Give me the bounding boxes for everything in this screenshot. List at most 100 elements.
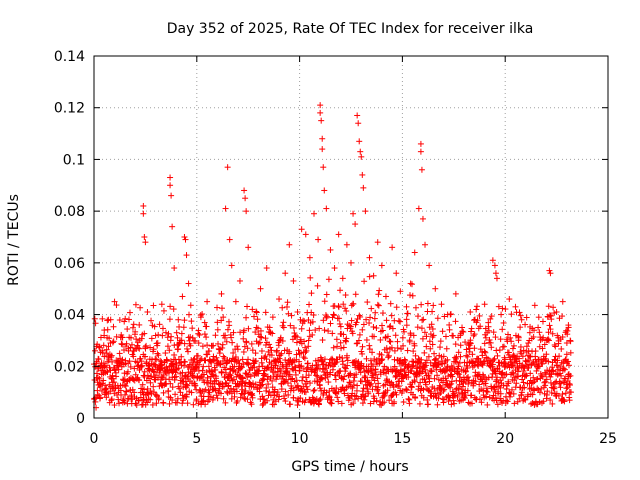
roti-point <box>99 315 106 322</box>
roti-point <box>223 338 230 345</box>
roti-point <box>255 340 262 347</box>
roti-point <box>360 385 367 392</box>
roti-point <box>292 364 299 371</box>
roti-point <box>280 324 287 331</box>
roti-point <box>296 358 303 365</box>
roti-point <box>300 317 307 324</box>
roti-point <box>258 382 265 389</box>
roti-point <box>349 385 356 392</box>
roti-point <box>118 340 125 347</box>
roti-point <box>274 389 281 396</box>
roti-point <box>222 332 229 339</box>
roti-point <box>214 326 221 333</box>
roti-point <box>262 309 269 316</box>
roti-point <box>337 287 344 294</box>
roti-point <box>201 331 208 338</box>
roti-point <box>256 388 263 395</box>
roti-point <box>361 396 368 403</box>
roti-point <box>342 292 349 299</box>
roti-point <box>287 401 294 408</box>
roti-point <box>287 322 294 329</box>
roti-point <box>323 314 330 321</box>
roti-point <box>384 333 391 340</box>
roti-point <box>166 400 173 407</box>
roti-point <box>309 331 316 338</box>
roti-point <box>115 366 122 373</box>
roti-point <box>231 393 238 400</box>
roti-point <box>230 329 237 336</box>
roti-point <box>220 395 227 402</box>
roti-point <box>160 400 167 407</box>
roti-point <box>165 387 172 394</box>
roti-point <box>373 397 380 404</box>
roti-point <box>196 361 203 368</box>
roti-point <box>248 340 255 347</box>
roti-point <box>309 318 316 325</box>
roti-point <box>359 343 366 350</box>
roti-point <box>385 352 392 359</box>
roti-point <box>302 349 309 356</box>
roti-point <box>367 382 374 389</box>
roti-point <box>298 325 305 332</box>
roti-point <box>376 287 383 294</box>
roti-point <box>181 317 188 324</box>
roti-point <box>316 325 323 332</box>
roti-point <box>204 342 211 349</box>
roti-point <box>297 316 304 323</box>
roti-point <box>381 399 388 406</box>
roti-point <box>386 397 393 404</box>
roti-point <box>363 336 370 343</box>
roti-point <box>115 396 122 403</box>
roti-point <box>292 371 299 378</box>
roti-point <box>188 389 195 396</box>
roti-point <box>378 322 385 329</box>
roti-point <box>278 350 285 357</box>
roti-point <box>133 336 140 343</box>
roti-point <box>258 348 265 355</box>
roti-point <box>373 371 380 378</box>
roti-point <box>243 314 250 321</box>
roti-point <box>305 372 312 379</box>
roti-point <box>252 350 259 357</box>
roti-point <box>141 386 148 393</box>
roti-point <box>190 401 197 408</box>
roti-point <box>355 337 362 344</box>
roti-point <box>343 335 350 342</box>
roti-point <box>366 346 373 353</box>
roti-point <box>307 274 314 281</box>
roti-point <box>367 400 374 407</box>
roti-point <box>370 398 377 405</box>
roti-point <box>330 344 337 351</box>
roti-point <box>330 311 337 318</box>
roti-point <box>333 336 340 343</box>
roti-point <box>132 328 139 335</box>
roti-point <box>383 317 390 324</box>
roti-point <box>178 337 185 344</box>
roti-point <box>325 328 332 335</box>
roti-point <box>228 334 235 341</box>
roti-point <box>285 391 292 398</box>
roti-point <box>259 375 266 382</box>
x-tick-label: 10 <box>291 431 309 447</box>
roti-point <box>184 400 191 407</box>
roti-point <box>293 351 300 358</box>
roti-point <box>159 374 166 381</box>
roti-point <box>97 381 104 388</box>
roti-point <box>212 366 219 373</box>
roti-point <box>249 347 256 354</box>
roti-point <box>303 378 310 385</box>
roti-point <box>120 377 127 384</box>
roti-point <box>260 372 267 379</box>
roti-point <box>310 387 317 394</box>
roti-point <box>122 383 129 390</box>
roti-point <box>272 369 279 376</box>
roti-point <box>208 368 215 375</box>
roti-point <box>150 346 157 353</box>
roti-point <box>314 373 321 380</box>
roti-point <box>125 316 132 323</box>
roti-point <box>252 357 259 364</box>
roti-point <box>374 375 381 382</box>
roti-point <box>277 372 284 379</box>
roti-point <box>252 381 259 388</box>
roti-point <box>367 314 374 321</box>
